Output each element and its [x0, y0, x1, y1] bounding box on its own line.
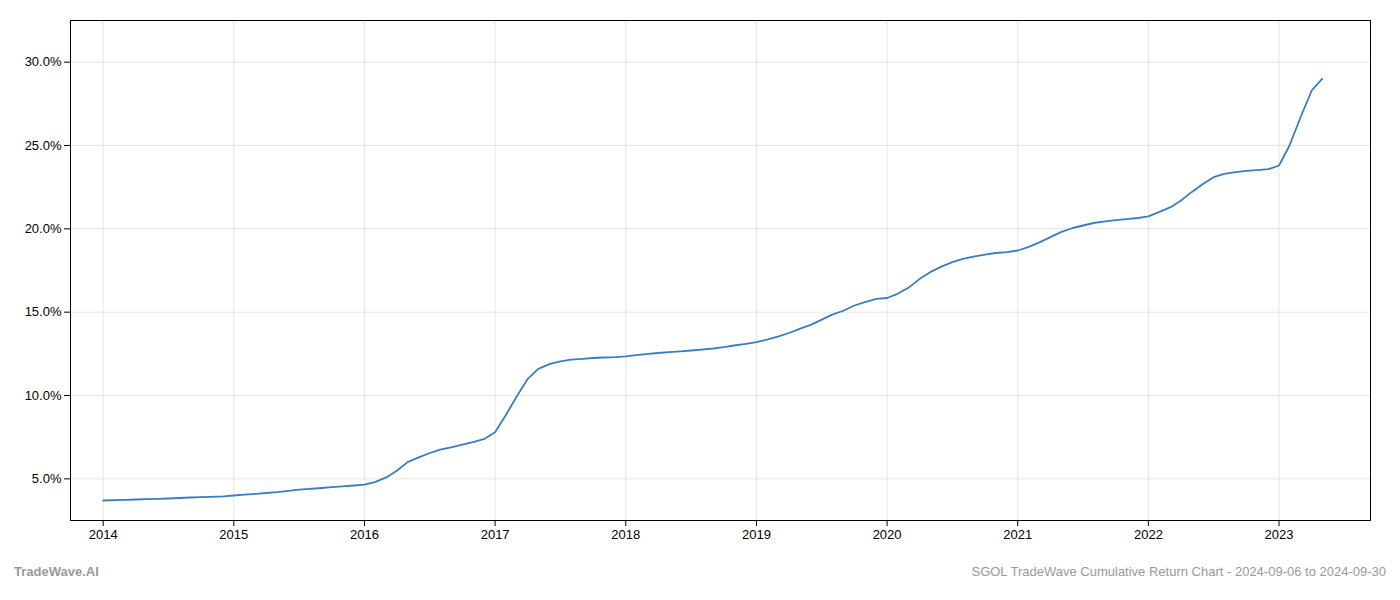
html-text:SGOL TradeWave Cumulative Retu: SGOL TradeWave Cumulative Return Chart -… [971, 564, 1386, 579]
svg-text:2021: 2021 [1003, 527, 1032, 542]
svg-text:2020: 2020 [873, 527, 902, 542]
svg-text:2019: 2019 [742, 527, 771, 542]
svg-text:2016: 2016 [350, 527, 379, 542]
svg-text:2017: 2017 [481, 527, 510, 542]
svg-text:15.0%: 15.0% [25, 304, 62, 319]
svg-text:2023: 2023 [1265, 527, 1294, 542]
svg-text:25.0%: 25.0% [25, 138, 62, 153]
svg-text:2015: 2015 [219, 527, 248, 542]
svg-text:2018: 2018 [611, 527, 640, 542]
html-text:TradeWave.AI: TradeWave.AI [14, 564, 99, 579]
svg-text:2022: 2022 [1134, 527, 1163, 542]
svg-text:2014: 2014 [89, 527, 118, 542]
svg-text:10.0%: 10.0% [25, 388, 62, 403]
svg-text:5.0%: 5.0% [32, 471, 62, 486]
svg-text:20.0%: 20.0% [25, 221, 62, 236]
svg-text:30.0%: 30.0% [25, 54, 62, 69]
